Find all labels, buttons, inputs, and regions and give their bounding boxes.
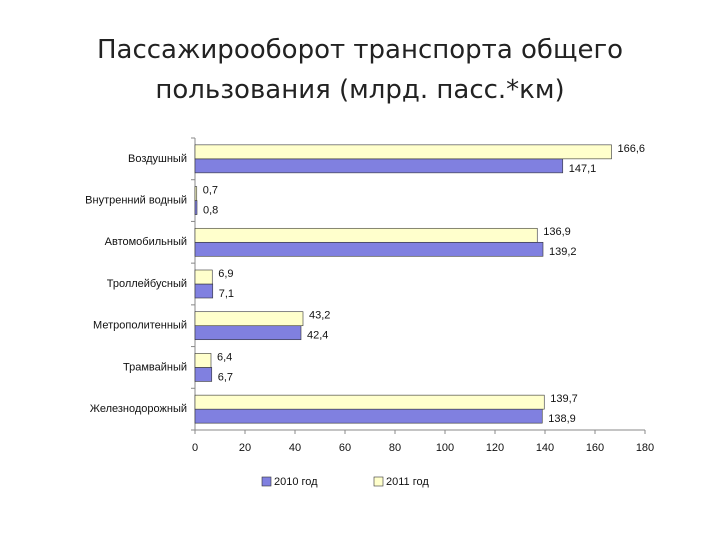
value-label: 139,2	[549, 246, 577, 258]
bar	[194, 394, 545, 410]
y-tick-label: Внутренний водный	[85, 194, 187, 206]
x-tick-label: 0	[192, 442, 198, 454]
bar	[194, 144, 612, 160]
x-tick-label: 180	[636, 442, 654, 454]
value-label: 42,4	[307, 330, 328, 342]
value-label: 139,7	[550, 393, 578, 405]
legend-swatch	[261, 476, 272, 487]
bar	[194, 227, 538, 243]
bar	[194, 283, 214, 299]
bar	[194, 367, 213, 382]
y-tick-label: Метрополитенный	[93, 320, 187, 332]
chart-title: Пассажирооборот транспорта общего пользо…	[96, 35, 624, 105]
bar	[194, 408, 543, 424]
bar	[194, 200, 198, 215]
value-label: 136,9	[543, 226, 571, 238]
x-tick-label: 40	[289, 442, 301, 454]
x-tick-label: 100	[436, 442, 454, 454]
bar	[194, 158, 564, 174]
bar	[194, 311, 304, 327]
x-tick-label: 160	[586, 442, 604, 454]
bar	[194, 241, 544, 257]
value-label: 6,7	[218, 371, 233, 383]
bar	[194, 186, 198, 201]
value-label: 6,4	[217, 351, 232, 363]
x-tick-label: 140	[536, 442, 554, 454]
value-label: 7,1	[219, 288, 234, 300]
y-tick-label: Трамвайный	[123, 361, 187, 373]
x-tick-label: 60	[339, 442, 351, 454]
bar	[194, 325, 302, 341]
x-tick-label: 20	[239, 442, 251, 454]
bar	[194, 353, 212, 368]
value-label: 6,9	[218, 268, 233, 280]
y-tick-label: Автомобильный	[105, 236, 187, 248]
value-label: 147,1	[569, 163, 597, 175]
bar	[194, 269, 213, 285]
value-label: 0,8	[203, 204, 218, 216]
x-tick-label: 80	[389, 442, 401, 454]
value-label: 166,6	[618, 143, 646, 155]
value-label: 138,9	[548, 413, 576, 425]
legend-label: 2010 год	[274, 476, 318, 488]
y-tick-label: Воздушный	[128, 153, 187, 165]
legend-swatch	[373, 476, 384, 487]
x-tick-label: 120	[486, 442, 504, 454]
y-tick-label: Троллейбусный	[107, 278, 187, 290]
y-tick-label: Железнодорожный	[90, 403, 187, 415]
value-label: 0,7	[203, 184, 218, 196]
value-label: 43,2	[309, 310, 330, 322]
legend-label: 2011 год	[386, 476, 429, 488]
